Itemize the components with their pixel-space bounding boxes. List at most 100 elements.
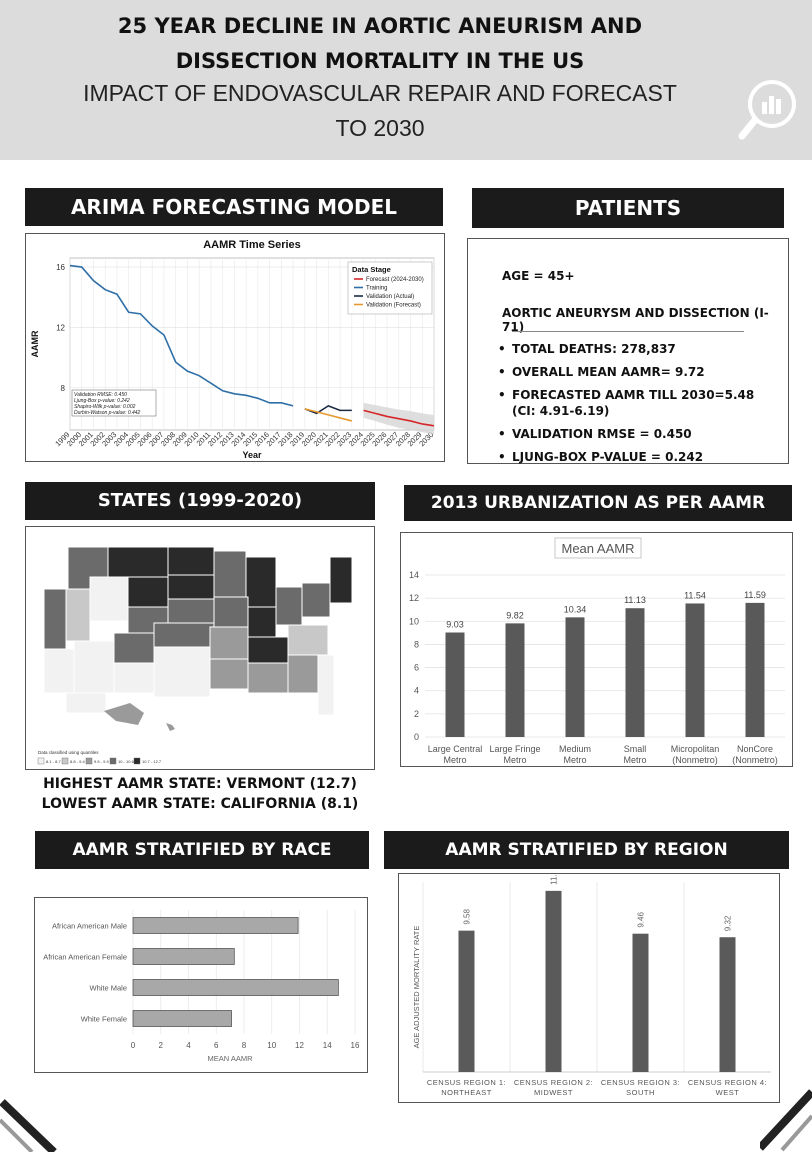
map-legend: 8.1 - 8.7 8.8 - 9.4 9.5 - 9.9 10 - 10.6 10.7… xyxy=(37,757,162,765)
urban-bar xyxy=(625,608,645,737)
map-legend-swatch xyxy=(61,757,69,765)
arima-series-line xyxy=(304,404,352,415)
race-y-label: White Male xyxy=(89,984,127,993)
race-y-label: African American Male xyxy=(52,922,127,931)
race-y-label: African American Female xyxy=(43,953,127,962)
map-legend-label: 8.1 - 8.7 xyxy=(46,759,61,764)
patients-condition: AORTIC ANEURYSM AND DISSECTION (I-71) xyxy=(502,306,769,334)
region-x-label: CENSUS REGION 2: xyxy=(514,1078,593,1087)
urban-x-label: Micropolitan xyxy=(671,744,720,754)
race-x-tick: 6 xyxy=(214,1041,219,1050)
title-line-2: DISSECTION MORTALITY IN THE US xyxy=(175,49,585,73)
patients-section-title: PATIENTS xyxy=(472,188,784,228)
urban-chart-frame: Mean AAMR 0 2 4 6 8 10 12 14 9.03 Large Central Met… xyxy=(400,532,793,767)
race-bar xyxy=(132,979,339,996)
map-legend-swatch xyxy=(85,757,93,765)
region-bar xyxy=(719,937,736,1072)
region-section-title: AAMR STRATIFIED BY REGION xyxy=(384,831,789,869)
region-bar xyxy=(458,930,475,1072)
region-data-label: 9.32 xyxy=(724,915,733,931)
region-x-label-2: WEST xyxy=(716,1088,740,1097)
map-legend-label: 10 - 10.6 xyxy=(118,759,135,764)
arima-stats-line: Ljung-Box p-value: 0.242 xyxy=(74,398,130,404)
urban-x-label-2: (Nonmetro) xyxy=(732,755,778,765)
patients-bullet: FORECASTED AAMR TILL 2030=5.48 (CI: 4.91… xyxy=(498,387,760,419)
arima-legend-label: Training xyxy=(366,286,387,292)
arima-series-line xyxy=(363,409,435,427)
urban-x-label: NonCore xyxy=(737,744,773,754)
arima-series-line xyxy=(69,264,294,407)
urban-bar xyxy=(505,623,525,737)
arima-stats-line: Shapiro-Wilk p-value: 0.002 xyxy=(74,404,136,410)
map-legend-swatch xyxy=(37,757,45,765)
patients-bullet: LJUNG-BOX P-VALUE = 0.242 xyxy=(498,449,760,465)
arima-legend: Data Stage Forecast (2024-2030) Training Va… xyxy=(347,261,433,315)
region-bar xyxy=(545,890,562,1072)
urban-y-tick: 14 xyxy=(409,570,419,580)
arima-legend-label: Validation (Forecast) xyxy=(366,303,421,309)
urban-y-tick: 6 xyxy=(414,663,419,673)
patients-bullet: OVERALL MEAN AAMR= 9.72 xyxy=(498,364,760,380)
race-x-tick: 12 xyxy=(295,1041,304,1050)
region-x-label: CENSUS REGION 4: xyxy=(688,1078,767,1087)
race-x-label: MEAN AAMR xyxy=(207,1054,253,1063)
corner-stripe-right xyxy=(760,1089,812,1152)
urban-data-label: 11.59 xyxy=(744,590,766,600)
patients-bullet: VALIDATION RMSE = 0.450 xyxy=(498,426,760,442)
patients-box: AGE = 45+ AORTIC ANEURYSM AND DISSECTION… xyxy=(467,238,789,465)
arima-stats-frame xyxy=(71,389,157,417)
urban-x-label-2: Metro xyxy=(443,755,466,765)
map-legend-swatch xyxy=(109,757,117,765)
patients-divider xyxy=(512,331,744,332)
region-data-label: 11.15 xyxy=(550,874,559,885)
arima-stats-line: Durbin-Watson p-value: 0.442 xyxy=(74,410,141,416)
us-map-frame: Data classified using quantiles 8.1 - 8.… xyxy=(25,526,375,770)
arima-chart-frame: AAMR Time Series 1999 2000 2001 2002 2003 2004… xyxy=(25,233,445,462)
arima-y-tick: 12 xyxy=(56,323,65,332)
map-hawaii xyxy=(166,723,175,731)
urban-x-label: Medium xyxy=(559,744,591,754)
states-section-title: STATES (1999-2020) xyxy=(25,482,375,520)
urban-chart-title: Mean AAMR xyxy=(562,541,635,556)
urban-x-label: Small xyxy=(624,744,647,754)
urban-data-label: 11.13 xyxy=(624,595,646,605)
urban-data-label: 9.03 xyxy=(446,620,464,630)
title-line-1: 25 YEAR DECLINE IN AORTIC ANEURISM AND xyxy=(117,14,643,38)
region-data-label: 9.58 xyxy=(463,909,472,925)
arima-stats-line: Validation RMSE: 0.450 xyxy=(74,392,127,398)
arima-legend-label: Validation (Actual) xyxy=(366,294,414,300)
us-choropleth-map: Data classified using quantiles 8.1 - 8.… xyxy=(37,546,353,765)
arima-legend-label: Forecast (2024-2030) xyxy=(366,277,424,283)
race-bar-chart: 0 2 4 6 8 10 12 14 16 African American Male Africa… xyxy=(43,910,360,1063)
urban-x-label-2: Metro xyxy=(623,755,646,765)
arima-line-chart: AAMR Time Series199920002001200220032004… xyxy=(30,239,435,460)
race-section-title: AAMR STRATIFIED BY RACE xyxy=(35,831,369,869)
patients-bullet-list: TOTAL DEATHS: 278,837 OVERALL MEAN AAMR=… xyxy=(498,341,760,472)
arima-x-label: Year xyxy=(242,450,262,460)
urban-chart-title-box xyxy=(554,537,642,559)
race-x-tick: 2 xyxy=(159,1041,164,1050)
corner-stripe-left xyxy=(0,1099,57,1152)
patients-age: AGE = 45+ xyxy=(502,269,575,283)
arima-legend-title: Data Stage xyxy=(352,265,391,274)
patients-bullet: TOTAL DEATHS: 278,837 xyxy=(498,341,760,357)
urban-x-label-2: (Nonmetro) xyxy=(672,755,718,765)
subtitle-line-2: TO 2030 xyxy=(335,115,425,141)
region-bar xyxy=(632,933,649,1072)
header-banner: 25 YEAR DECLINE IN AORTIC ANEURISM AND D… xyxy=(0,0,812,160)
urban-bar xyxy=(565,617,585,737)
subtitle-line-1: IMPACT OF ENDOVASCULAR REPAIR AND FORECA… xyxy=(83,80,677,106)
urban-y-tick: 10 xyxy=(409,616,419,626)
race-bar xyxy=(132,948,235,965)
map-legend-swatch xyxy=(133,757,141,765)
arima-chart-title: AAMR Time Series xyxy=(203,239,301,251)
region-x-label-2: NORTHEAST xyxy=(441,1088,492,1097)
urban-data-label: 11.54 xyxy=(684,590,706,600)
region-x-label-2: MIDWEST xyxy=(534,1088,573,1097)
urban-data-label: 10.34 xyxy=(564,604,587,614)
map-legend-label: 9.5 - 9.9 xyxy=(94,759,109,764)
urban-y-tick: 4 xyxy=(414,686,419,696)
race-y-label: White Female xyxy=(81,1015,127,1024)
